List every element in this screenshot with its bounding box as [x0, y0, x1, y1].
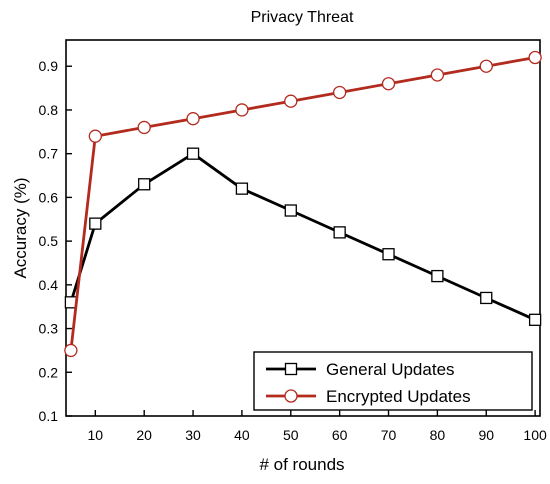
data-point: [381, 77, 396, 91]
data-point: [235, 182, 249, 195]
y-tick-label: 0.3: [39, 321, 59, 337]
data-point: [137, 120, 151, 135]
data-point: [479, 59, 493, 73]
series-line: [69, 56, 536, 351]
data-point: [64, 343, 78, 358]
data-point: [88, 129, 102, 143]
data-point: [89, 217, 102, 230]
data-point: [528, 50, 542, 65]
legend-items: General Updates Encrypted Updates: [266, 360, 471, 406]
data-point: [235, 103, 249, 117]
data-point: [332, 85, 347, 100]
data-point: [186, 147, 200, 160]
data-point: [528, 313, 542, 326]
x-tick-label: 10: [88, 427, 104, 443]
legend: General Updates Encrypted Updates: [253, 351, 533, 411]
legend-box: [253, 351, 533, 411]
data-point: [382, 248, 395, 261]
data-point: [480, 291, 493, 305]
x-axis-ticks: 10 20 30 40 50 60 70 80 90 100: [88, 410, 547, 443]
legend-label: Encrypted Updates: [326, 387, 471, 406]
y-axis-label: Accuracy (%): [11, 177, 30, 278]
series-1: [64, 50, 542, 358]
y-tick-label: 0.7: [39, 146, 59, 162]
y-tick-label: 0.5: [39, 233, 59, 249]
x-tick-label: 40: [234, 427, 250, 443]
data-point: [138, 178, 151, 191]
series-0: [64, 147, 542, 326]
x-tick-label: 30: [185, 427, 201, 443]
legend-marker: [284, 389, 298, 403]
x-tick-label: 100: [523, 427, 547, 443]
x-tick-label: 60: [332, 427, 348, 443]
data-point: [284, 204, 297, 217]
data-point: [430, 68, 445, 82]
y-tick-label: 0.1: [39, 408, 59, 424]
chart-title: Privacy Threat: [251, 9, 354, 26]
data-point: [431, 269, 444, 283]
legend-marker: [284, 362, 298, 376]
y-axis-ticks: 0.1 0.2 0.3 0.4 0.5 0.6 0.7 0.8 0.9: [39, 58, 72, 424]
legend-label: General Updates: [326, 360, 455, 379]
x-tick-label: 20: [136, 427, 152, 443]
x-axis-label: # of rounds: [259, 455, 344, 474]
y-tick-label: 0.2: [39, 364, 59, 380]
series-layer: [64, 50, 542, 358]
x-tick-label: 70: [381, 427, 397, 443]
data-point: [333, 226, 346, 239]
data-point: [284, 94, 298, 108]
x-tick-label: 90: [478, 427, 494, 443]
y-tick-label: 0.4: [39, 277, 59, 293]
data-point: [186, 112, 200, 126]
y-tick-label: 0.9: [39, 58, 59, 74]
legend-item: General Updates: [266, 360, 455, 379]
x-tick-label: 80: [430, 427, 446, 443]
y-tick-label: 0.8: [39, 102, 59, 118]
y-tick-label: 0.6: [39, 189, 59, 205]
plot-frame: [65, 39, 541, 417]
x-tick-label: 50: [283, 427, 299, 443]
legend-item: Encrypted Updates: [266, 387, 471, 406]
